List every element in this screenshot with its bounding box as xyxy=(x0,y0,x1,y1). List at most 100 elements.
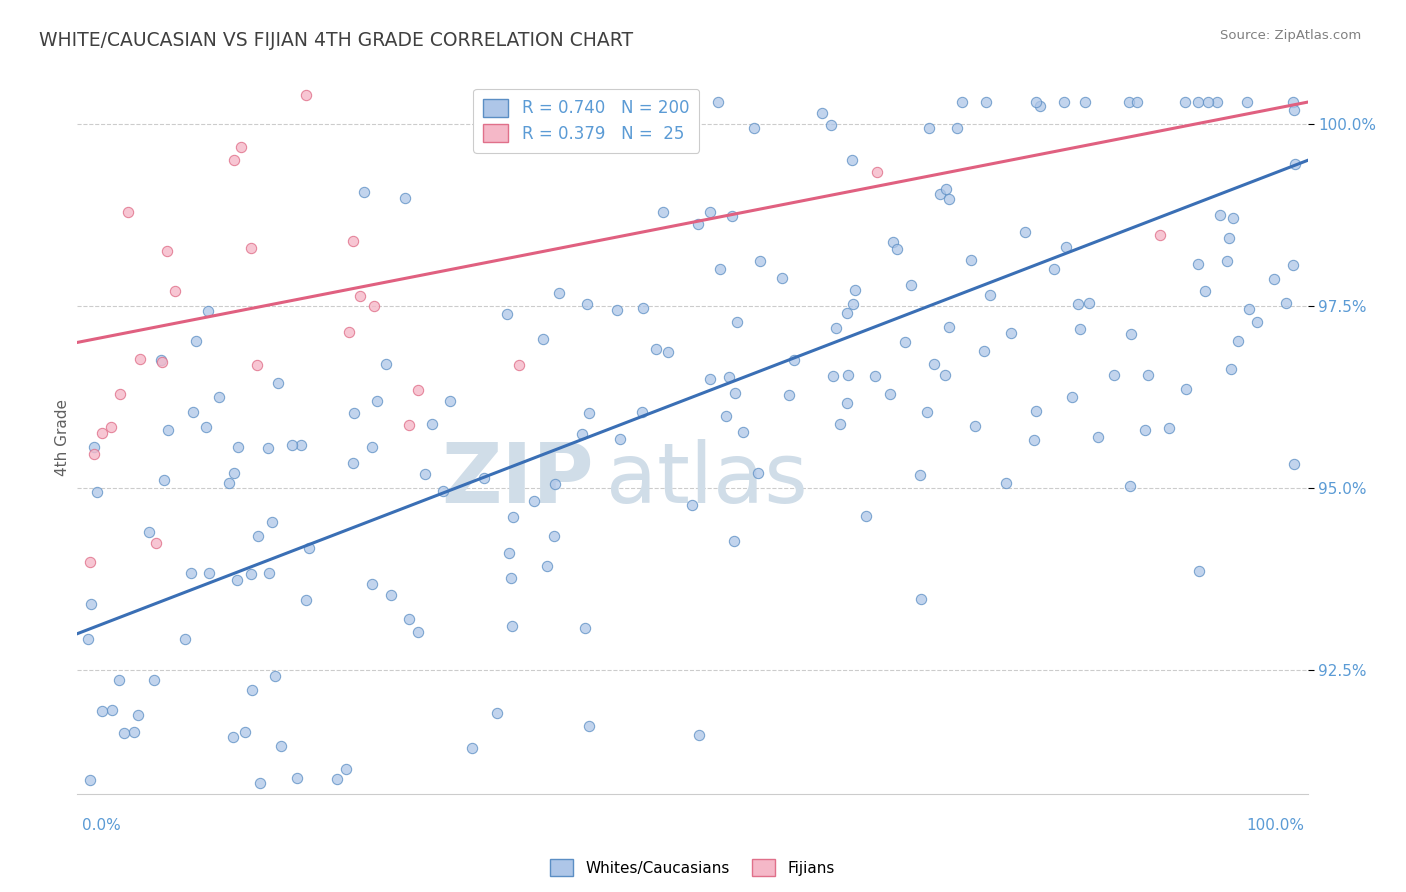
Point xyxy=(1263,271,1285,285)
Point xyxy=(90,808,112,822)
Point xyxy=(1053,95,1076,109)
Point xyxy=(688,728,710,742)
Point xyxy=(749,254,772,268)
Point xyxy=(544,477,567,491)
Point xyxy=(900,278,922,293)
Point xyxy=(571,117,593,131)
Point xyxy=(1198,95,1220,109)
Point xyxy=(1222,211,1244,225)
Point xyxy=(681,498,703,512)
Point xyxy=(100,702,122,716)
Point xyxy=(574,621,596,635)
Point xyxy=(361,576,384,591)
Point xyxy=(363,299,385,313)
Text: ZIP: ZIP xyxy=(441,440,595,520)
Point xyxy=(1174,95,1197,109)
Point xyxy=(114,808,136,822)
Point xyxy=(226,573,249,587)
Point xyxy=(224,466,246,480)
Point xyxy=(298,541,321,555)
Point xyxy=(1175,382,1198,396)
Point xyxy=(725,315,748,329)
Point xyxy=(1014,225,1036,239)
Point xyxy=(1215,254,1237,268)
Point xyxy=(1284,157,1306,171)
Point xyxy=(979,287,1001,301)
Point xyxy=(114,726,136,740)
Point xyxy=(342,234,364,248)
Point xyxy=(285,771,308,785)
Point xyxy=(544,808,567,822)
Point xyxy=(1135,423,1157,437)
Point xyxy=(928,187,950,202)
Point xyxy=(828,417,851,432)
Point xyxy=(824,321,846,335)
Point xyxy=(578,406,600,420)
Point xyxy=(398,418,420,433)
Point xyxy=(783,353,806,368)
Point xyxy=(886,242,908,256)
Point xyxy=(1000,326,1022,340)
Point xyxy=(935,182,957,196)
Point xyxy=(290,438,312,452)
Point xyxy=(770,271,793,285)
Point xyxy=(79,555,101,569)
Point xyxy=(747,466,769,480)
Point xyxy=(1282,258,1305,272)
Point xyxy=(1275,296,1298,310)
Point xyxy=(523,494,546,508)
Point xyxy=(1187,95,1209,109)
Point xyxy=(1284,458,1306,472)
Point xyxy=(1194,284,1216,298)
Point xyxy=(239,567,262,582)
Point xyxy=(688,217,710,231)
Point xyxy=(1060,390,1083,404)
Point xyxy=(198,566,221,580)
Point xyxy=(842,297,865,311)
Point xyxy=(222,153,245,167)
Point xyxy=(645,342,668,356)
Point xyxy=(820,118,842,132)
Point xyxy=(1078,295,1101,310)
Point xyxy=(548,286,571,301)
Point xyxy=(543,529,565,543)
Point xyxy=(240,682,263,697)
Point xyxy=(76,632,98,647)
Point xyxy=(259,566,281,581)
Point xyxy=(1024,433,1046,447)
Point xyxy=(721,210,744,224)
Point xyxy=(498,546,520,560)
Point xyxy=(1227,334,1250,348)
Point xyxy=(165,284,187,298)
Point xyxy=(1028,99,1050,113)
Point xyxy=(150,355,173,369)
Point xyxy=(631,301,654,316)
Point xyxy=(298,808,321,822)
Point xyxy=(108,387,131,401)
Point xyxy=(90,704,112,718)
Point xyxy=(835,305,858,319)
Point xyxy=(420,417,443,431)
Point xyxy=(699,204,721,219)
Point xyxy=(606,302,628,317)
Point xyxy=(1137,368,1160,382)
Point xyxy=(1219,361,1241,376)
Point xyxy=(117,205,139,219)
Point xyxy=(501,619,523,633)
Point xyxy=(652,95,675,109)
Point xyxy=(195,420,218,434)
Point xyxy=(129,352,152,367)
Point xyxy=(1157,420,1180,434)
Point xyxy=(1188,564,1211,578)
Point xyxy=(844,283,866,297)
Point xyxy=(915,404,938,418)
Point xyxy=(1281,95,1303,109)
Point xyxy=(1282,103,1305,117)
Point xyxy=(1104,368,1126,383)
Point xyxy=(1069,321,1091,335)
Point xyxy=(709,261,731,276)
Point xyxy=(657,345,679,359)
Point xyxy=(229,140,252,154)
Point xyxy=(1125,95,1147,109)
Point xyxy=(731,425,754,440)
